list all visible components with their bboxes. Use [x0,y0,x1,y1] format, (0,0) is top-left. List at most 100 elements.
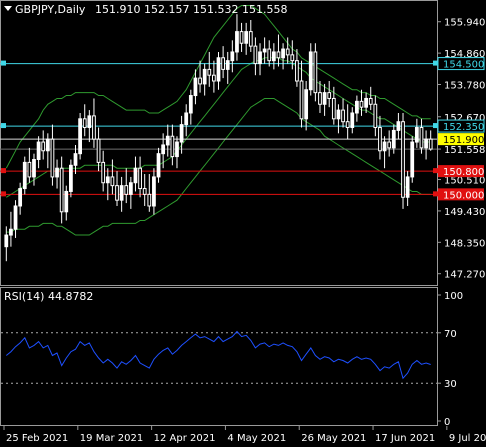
candle-body [156,153,161,178]
candle [69,159,73,198]
candle-body [138,167,142,190]
level-tag-label: 151.900 [443,135,484,146]
candle-body [350,112,355,129]
level-handle-4[interactable] [1,191,6,197]
candle [133,156,138,192]
candle-body [318,92,322,105]
level-handle-right-4[interactable] [433,191,438,197]
rsi-tick-label: 0 [444,417,450,428]
candle [216,51,221,90]
candle-body [396,121,401,131]
candle-body [73,153,78,166]
candle-body [355,100,359,114]
candle-body [304,89,309,120]
level-handle-right-1[interactable] [433,123,438,129]
time-tick-label: 17 Jun 2021 [375,433,435,444]
candle-body [133,167,138,184]
candle [382,136,387,169]
candle [424,130,428,160]
candle-body [295,60,299,82]
dropdown-triangle-icon[interactable] [4,6,12,11]
candle [359,89,364,116]
candle-body [13,205,18,230]
candle-body [110,176,115,187]
candle-body [152,176,156,207]
candle [355,95,359,122]
candle-body [336,109,341,120]
candle-body [401,121,405,198]
candle-body [82,118,87,129]
time-tick-label: 4 May 2021 [227,433,286,444]
candle [327,81,332,108]
level-tag-1 [437,119,485,133]
level-handle-3[interactable] [1,168,6,174]
candle [92,98,96,148]
time-axis: 25 Feb 2021 19 Mar 2021 12 Apr 2021 4 May 2… [3,426,486,444]
candle [230,40,235,73]
candle-body [271,51,276,62]
candle-body [59,167,64,213]
price-tick-label: 150.510 [444,176,485,187]
time-tick-label: 25 Feb 2021 [6,433,68,444]
level-handle-right-0[interactable] [433,60,438,66]
bollinger-bands [5,5,431,236]
candle-body [387,141,392,149]
level-tag-label: 154.500 [443,60,484,71]
candle [41,130,46,160]
candle [179,115,184,154]
candle-body [87,115,92,129]
price-tick-label: 147.270 [444,270,485,281]
symbol-label: GBPJPY,Daily [15,3,86,16]
level-handle-0[interactable] [1,60,6,66]
candle [115,171,119,206]
candle [32,153,36,186]
candle [212,60,216,93]
candle [27,147,32,183]
candle-body [4,234,9,248]
candle [188,89,193,125]
candle-body [105,176,110,184]
level-handle-right-3[interactable] [433,168,438,174]
candle [101,150,106,192]
candle-body [382,141,387,152]
candle [304,81,309,131]
candle [295,49,299,87]
candle [225,51,230,84]
candle [96,127,101,172]
candle [119,176,124,212]
candle-body [230,51,235,62]
candle [73,144,78,175]
candle-body [341,109,345,123]
candle-body [239,31,244,44]
price-panel[interactable] [0,5,438,262]
candle-body [368,97,373,105]
price-tick-label: 148.350 [444,238,485,249]
candle-body [308,51,313,91]
candle-body [216,57,221,82]
candle-body [119,185,124,201]
candle [161,133,166,169]
candle-body [276,51,281,59]
level-handle-1[interactable] [1,123,6,129]
price-tick-label: 155.940 [444,18,485,29]
candle-body [9,228,13,236]
candle-body [202,68,207,85]
candle-body [327,92,332,99]
candle-body [258,51,262,65]
candle [9,211,13,247]
candle [138,156,142,198]
rsi-tick-label: 30 [444,379,457,390]
candle [175,136,179,169]
rsi-panel[interactable]: RSI(14) 44.8782 [1,290,437,384]
candle [281,43,285,70]
candle [202,63,207,96]
candle-body [101,161,106,184]
candle [341,98,345,128]
candle-body [147,193,152,207]
candle-body [299,80,304,120]
candle [391,124,396,154]
candle [64,185,69,221]
candle [55,159,59,189]
candle-body [179,124,184,143]
